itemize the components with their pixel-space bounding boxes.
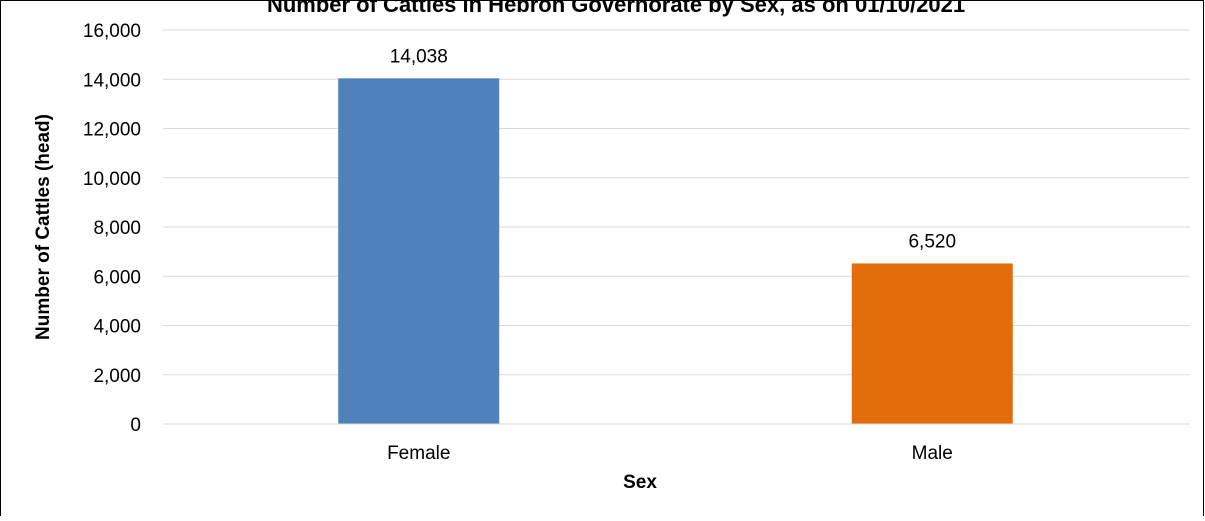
y-axis-ticks: 0 2,000 4,000 6,000 8,000 10,000 12,000 14,000 1… (83, 21, 141, 436)
y-tick-label: 14,000 (83, 70, 141, 91)
data-labels: 14,038 6,520 (390, 46, 956, 252)
data-label: 14,038 (390, 46, 448, 67)
x-tick-label: Male (912, 443, 953, 464)
chart-title: Number of Cattles in Hebron Governorate … (267, 0, 965, 17)
bar-male (851, 263, 1013, 424)
x-axis-title: Sex (623, 472, 657, 493)
y-tick-label: 12,000 (83, 120, 141, 141)
y-tick-label: 0 (130, 415, 141, 436)
y-tick-label: 2,000 (93, 366, 141, 387)
gridlines (163, 29, 1190, 376)
y-tick-label: 16,000 (83, 21, 141, 42)
data-label: 6,520 (908, 231, 956, 252)
x-tick-label: Female (387, 443, 450, 464)
bar-female (338, 78, 500, 425)
y-tick-label: 4,000 (93, 317, 141, 338)
y-tick-label: 10,000 (83, 169, 141, 190)
bars (338, 78, 1013, 425)
y-tick-label: 8,000 (93, 218, 141, 239)
y-tick-label: 6,000 (93, 267, 141, 288)
y-axis-title: Number of Cattles (head) (33, 114, 54, 340)
x-axis-ticks: Female Male (387, 443, 953, 464)
